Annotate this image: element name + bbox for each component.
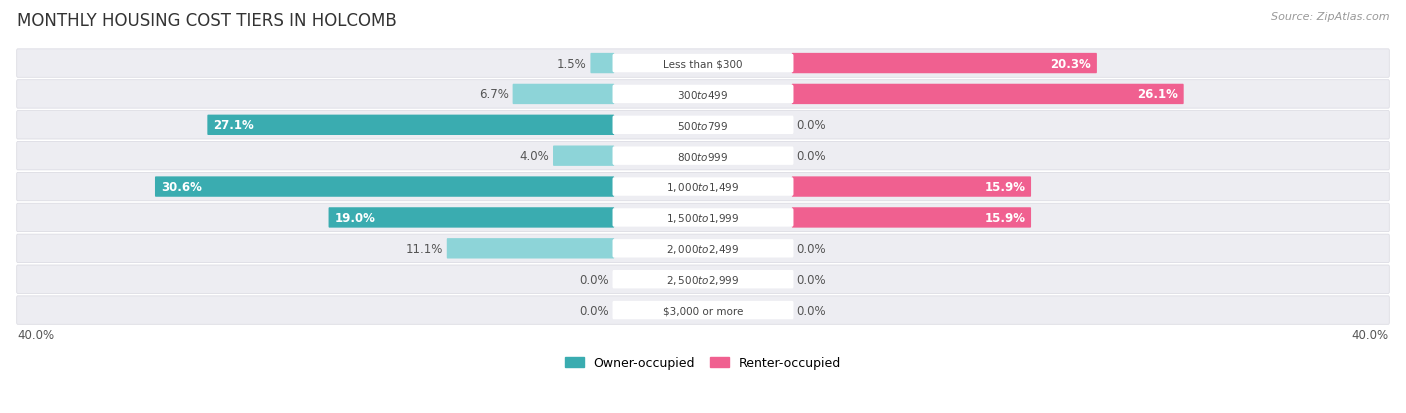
FancyBboxPatch shape xyxy=(792,208,1031,228)
FancyBboxPatch shape xyxy=(613,85,793,104)
FancyBboxPatch shape xyxy=(613,178,793,196)
FancyBboxPatch shape xyxy=(613,301,793,320)
Text: 11.1%: 11.1% xyxy=(406,242,443,255)
FancyBboxPatch shape xyxy=(513,85,614,105)
Text: 30.6%: 30.6% xyxy=(160,180,201,194)
Text: Less than $300: Less than $300 xyxy=(664,59,742,69)
Text: 20.3%: 20.3% xyxy=(1050,57,1091,70)
FancyBboxPatch shape xyxy=(792,177,1031,197)
Text: 0.0%: 0.0% xyxy=(579,304,609,317)
FancyBboxPatch shape xyxy=(17,235,1389,263)
FancyBboxPatch shape xyxy=(792,85,1184,105)
Text: 26.1%: 26.1% xyxy=(1137,88,1178,101)
FancyBboxPatch shape xyxy=(17,173,1389,201)
FancyBboxPatch shape xyxy=(17,266,1389,294)
FancyBboxPatch shape xyxy=(17,204,1389,232)
Text: 1.5%: 1.5% xyxy=(557,57,586,70)
Text: $300 to $499: $300 to $499 xyxy=(678,89,728,101)
FancyBboxPatch shape xyxy=(613,240,793,258)
Text: MONTHLY HOUSING COST TIERS IN HOLCOMB: MONTHLY HOUSING COST TIERS IN HOLCOMB xyxy=(17,12,396,30)
FancyBboxPatch shape xyxy=(17,50,1389,78)
FancyBboxPatch shape xyxy=(207,115,614,135)
FancyBboxPatch shape xyxy=(613,147,793,166)
Text: 0.0%: 0.0% xyxy=(797,242,827,255)
FancyBboxPatch shape xyxy=(17,296,1389,325)
FancyBboxPatch shape xyxy=(792,54,1097,74)
Text: $2,500 to $2,999: $2,500 to $2,999 xyxy=(666,273,740,286)
FancyBboxPatch shape xyxy=(591,54,614,74)
FancyBboxPatch shape xyxy=(17,112,1389,140)
Text: 0.0%: 0.0% xyxy=(797,150,827,163)
FancyBboxPatch shape xyxy=(613,116,793,135)
Text: $800 to $999: $800 to $999 xyxy=(678,150,728,162)
FancyBboxPatch shape xyxy=(553,146,614,166)
Text: 15.9%: 15.9% xyxy=(984,211,1025,224)
Text: 19.0%: 19.0% xyxy=(335,211,375,224)
Text: $2,000 to $2,499: $2,000 to $2,499 xyxy=(666,242,740,255)
Legend: Owner-occupied, Renter-occupied: Owner-occupied, Renter-occupied xyxy=(565,356,841,370)
FancyBboxPatch shape xyxy=(17,142,1389,171)
Text: Source: ZipAtlas.com: Source: ZipAtlas.com xyxy=(1271,12,1389,22)
Text: 40.0%: 40.0% xyxy=(18,328,55,341)
FancyBboxPatch shape xyxy=(613,271,793,289)
Text: $3,000 or more: $3,000 or more xyxy=(662,305,744,315)
Text: 0.0%: 0.0% xyxy=(797,273,827,286)
FancyBboxPatch shape xyxy=(329,208,614,228)
Text: 0.0%: 0.0% xyxy=(797,304,827,317)
Text: 4.0%: 4.0% xyxy=(520,150,550,163)
FancyBboxPatch shape xyxy=(17,81,1389,109)
Text: 0.0%: 0.0% xyxy=(579,273,609,286)
FancyBboxPatch shape xyxy=(155,177,614,197)
Text: 0.0%: 0.0% xyxy=(797,119,827,132)
Text: $1,000 to $1,499: $1,000 to $1,499 xyxy=(666,180,740,194)
Text: 15.9%: 15.9% xyxy=(984,180,1025,194)
FancyBboxPatch shape xyxy=(613,55,793,73)
Text: $500 to $799: $500 to $799 xyxy=(678,119,728,131)
Text: 6.7%: 6.7% xyxy=(479,88,509,101)
FancyBboxPatch shape xyxy=(447,239,614,259)
Text: 40.0%: 40.0% xyxy=(1351,328,1388,341)
FancyBboxPatch shape xyxy=(613,209,793,227)
Text: $1,500 to $1,999: $1,500 to $1,999 xyxy=(666,211,740,224)
Text: 27.1%: 27.1% xyxy=(214,119,254,132)
